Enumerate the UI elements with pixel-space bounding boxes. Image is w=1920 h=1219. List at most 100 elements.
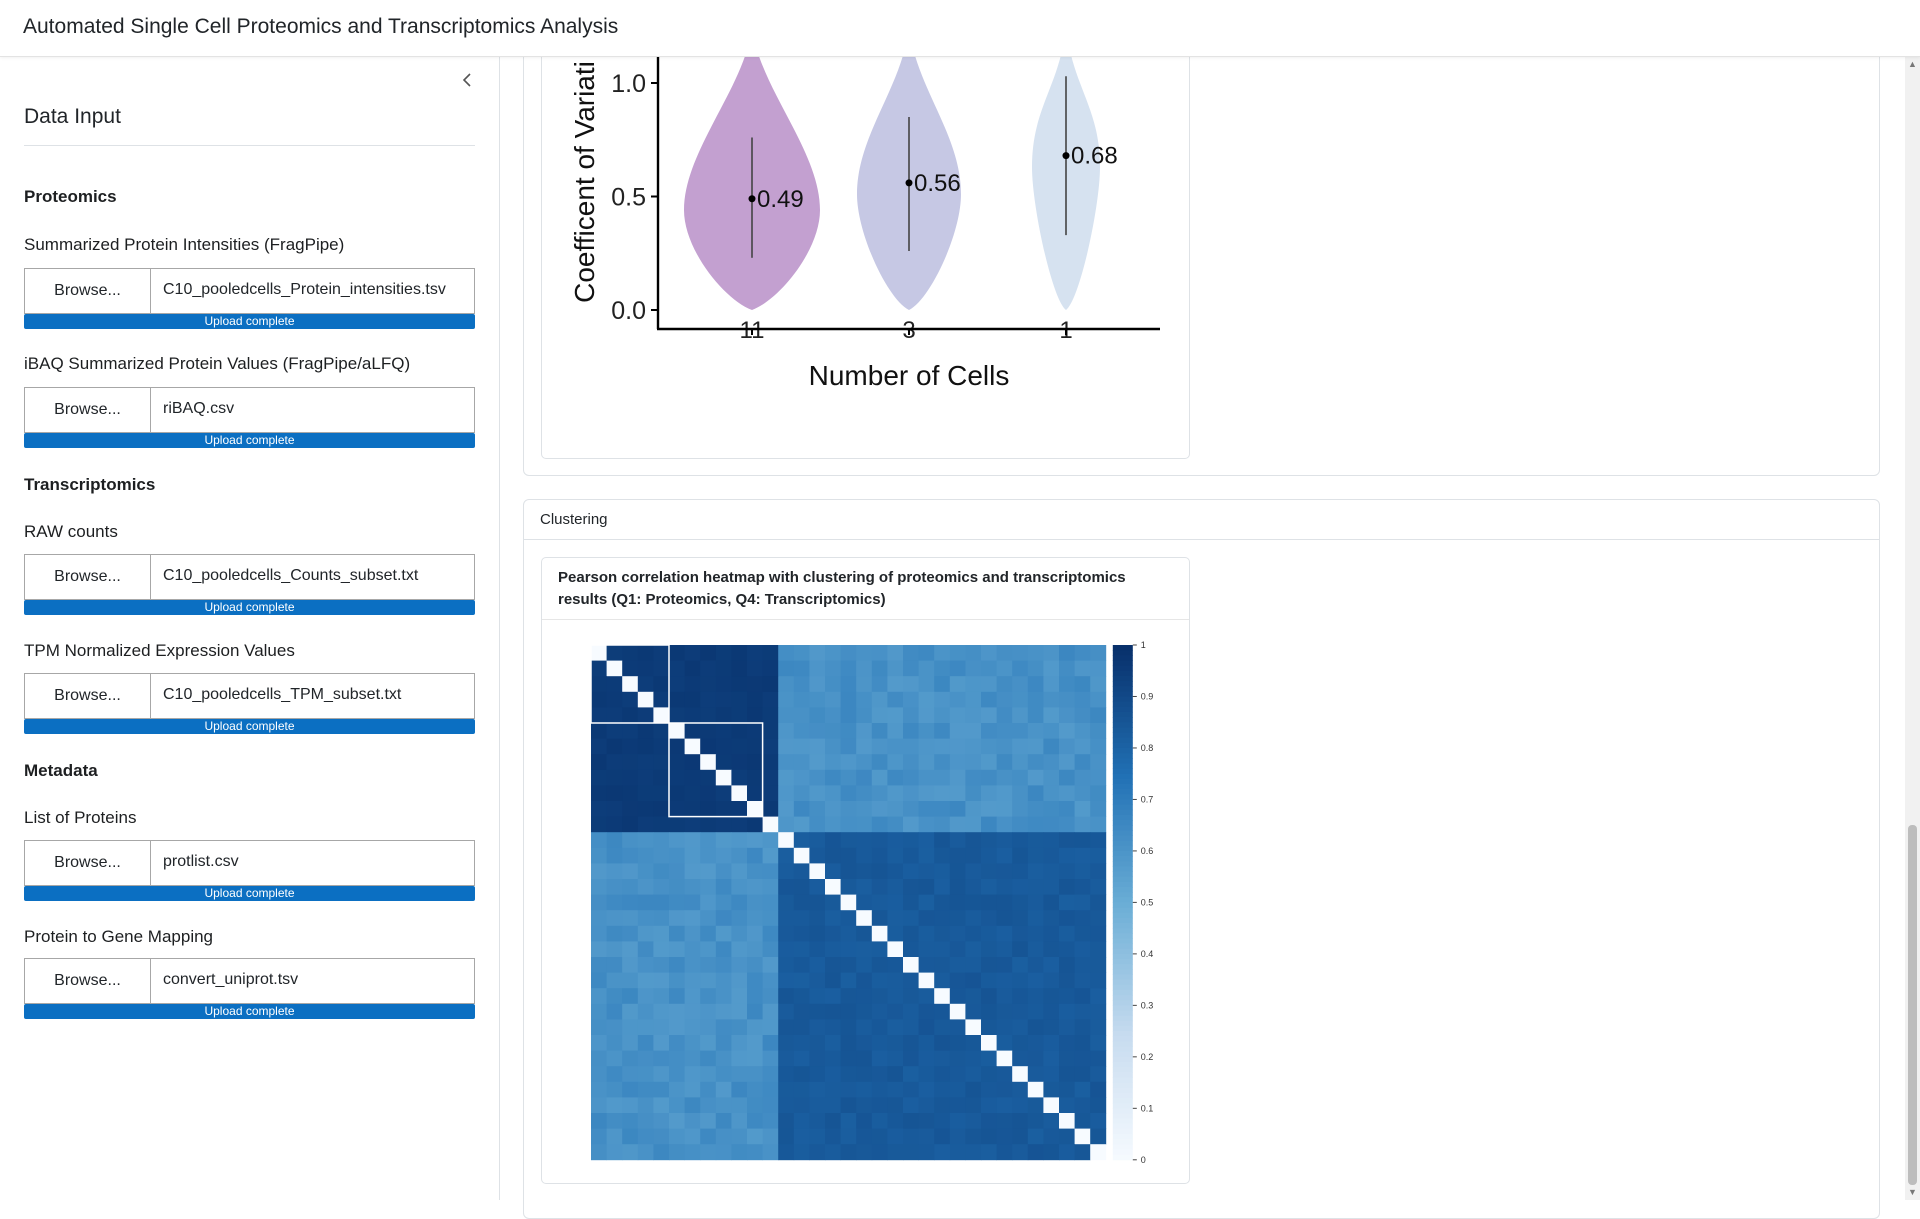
colorbar-segment: [1112, 1077, 1133, 1084]
heatmap-cell: [918, 910, 935, 927]
file-name-field[interactable]: protlist.csv: [150, 840, 475, 886]
heatmap-cell: [981, 769, 997, 786]
heatmap-cell: [669, 847, 685, 864]
heatmap-cell: [622, 1081, 639, 1098]
heatmap-cell: [653, 1035, 670, 1051]
heatmap-cell: [793, 1003, 810, 1020]
heatmap-cell: [653, 738, 670, 755]
heatmap-cell: [793, 879, 810, 895]
heatmap-cell: [840, 925, 857, 942]
heatmap-cell: [1043, 941, 1060, 958]
heatmap-cell: [1027, 785, 1044, 802]
heatmap-cell: [1090, 645, 1107, 661]
heatmap-cell: [981, 785, 997, 802]
heatmap-cell: [669, 1035, 685, 1051]
heatmap-cell: [903, 738, 919, 755]
heatmap-cell: [793, 1019, 810, 1036]
heatmap-cell: [653, 941, 670, 958]
browse-button[interactable]: Browse...: [24, 958, 151, 1004]
scroll-down-icon[interactable]: ▼: [1908, 1187, 1917, 1197]
browse-button[interactable]: Browse...: [24, 673, 151, 719]
heatmap-cell: [622, 801, 639, 817]
heatmap-cell: [715, 925, 732, 942]
heatmap-cell: [1012, 676, 1029, 693]
file-name-field[interactable]: C10_pooledcells_Counts_subset.txt: [150, 554, 475, 600]
heatmap-cell: [996, 738, 1013, 755]
heatmap-cell: [731, 1128, 748, 1145]
heatmap-cell: [809, 910, 826, 927]
browse-button[interactable]: Browse...: [24, 840, 151, 886]
heatmap-cell: [669, 879, 685, 895]
heatmap-cell: [1074, 988, 1091, 1005]
heatmap-cell: [637, 1050, 654, 1067]
colorbar-segment: [1112, 917, 1133, 924]
heatmap-cell: [871, 738, 888, 755]
heatmap-cell: [1090, 723, 1107, 739]
heatmap-cell: [1012, 1050, 1029, 1067]
chevron-left-icon[interactable]: [458, 71, 478, 93]
heatmap-cell: [637, 1113, 654, 1129]
heatmap-cell: [981, 879, 997, 895]
heatmap-cell: [981, 801, 997, 817]
heatmap-cell: [934, 941, 951, 958]
heatmap-cell: [1027, 738, 1044, 755]
heatmap-cell: [684, 972, 701, 989]
heatmap-cell: [1074, 723, 1091, 739]
heatmap-cell: [747, 754, 763, 771]
heatmap-cell: [637, 863, 654, 880]
heatmap-cell: [591, 1144, 607, 1161]
heatmap-cell: [715, 1097, 732, 1114]
heatmap-cell: [949, 847, 966, 864]
heatmap-cell: [1074, 769, 1091, 786]
heatmap-cell: [653, 1050, 670, 1067]
browse-button[interactable]: Browse...: [24, 554, 151, 600]
heatmap-cell: [840, 723, 857, 739]
heatmap-cell: [809, 754, 826, 771]
heatmap-cell: [809, 925, 826, 942]
heatmap-cell: [1090, 785, 1107, 802]
y-tick-label: 0.5: [611, 184, 646, 212]
heatmap-cell: [669, 925, 685, 942]
scroll-thumb[interactable]: [1908, 825, 1917, 1185]
heatmap-cell: [1027, 1050, 1044, 1067]
browse-button[interactable]: Browse...: [24, 268, 151, 314]
colorbar-segment: [1112, 742, 1133, 749]
heatmap-cell: [1043, 879, 1060, 895]
file-name-field[interactable]: riBAQ.csv: [150, 387, 475, 433]
heatmap-cell: [637, 1097, 654, 1114]
colorbar-segment: [1112, 1020, 1133, 1027]
heatmap-cell: [1074, 941, 1091, 958]
heatmap-cell: [825, 1035, 841, 1051]
heatmap-cell: [637, 957, 654, 973]
browse-button[interactable]: Browse...: [24, 387, 151, 433]
heatmap-cell: [918, 972, 935, 989]
vertical-scrollbar[interactable]: ▲ ▼: [1905, 57, 1920, 1200]
heatmap-cell: [762, 1050, 779, 1067]
heatmap-cell: [1090, 816, 1107, 833]
heatmap-cell: [965, 691, 982, 708]
heatmap-cell: [903, 910, 919, 927]
heatmap-cell: [653, 1003, 670, 1020]
heatmap-cell: [996, 645, 1013, 661]
heatmap-cell: [762, 691, 779, 708]
heatmap-cell: [591, 1050, 607, 1067]
heatmap-cell: [637, 988, 654, 1005]
scroll-up-icon[interactable]: ▲: [1908, 59, 1917, 69]
file-name-field[interactable]: C10_pooledcells_TPM_subset.txt: [150, 673, 475, 719]
heatmap-cell: [965, 1066, 982, 1083]
heatmap-cell: [606, 754, 623, 771]
heatmap-cell: [965, 801, 982, 817]
heatmap-cell: [669, 691, 685, 708]
heatmap-cell: [1012, 1066, 1029, 1083]
heatmap-cell: [903, 816, 919, 833]
heatmap-cell: [669, 941, 685, 958]
heatmap-cell: [1012, 738, 1029, 755]
heatmap-cell: [778, 769, 795, 786]
file-name-field[interactable]: C10_pooledcells_Protein_intensities.tsv: [150, 268, 475, 314]
heatmap-cell: [903, 754, 919, 771]
file-name-field[interactable]: convert_uniprot.tsv: [150, 958, 475, 1004]
heatmap-cell: [1043, 801, 1060, 817]
heatmap-cell: [918, 769, 935, 786]
heatmap-cell: [1043, 1081, 1060, 1098]
heatmap-cell: [856, 754, 873, 771]
